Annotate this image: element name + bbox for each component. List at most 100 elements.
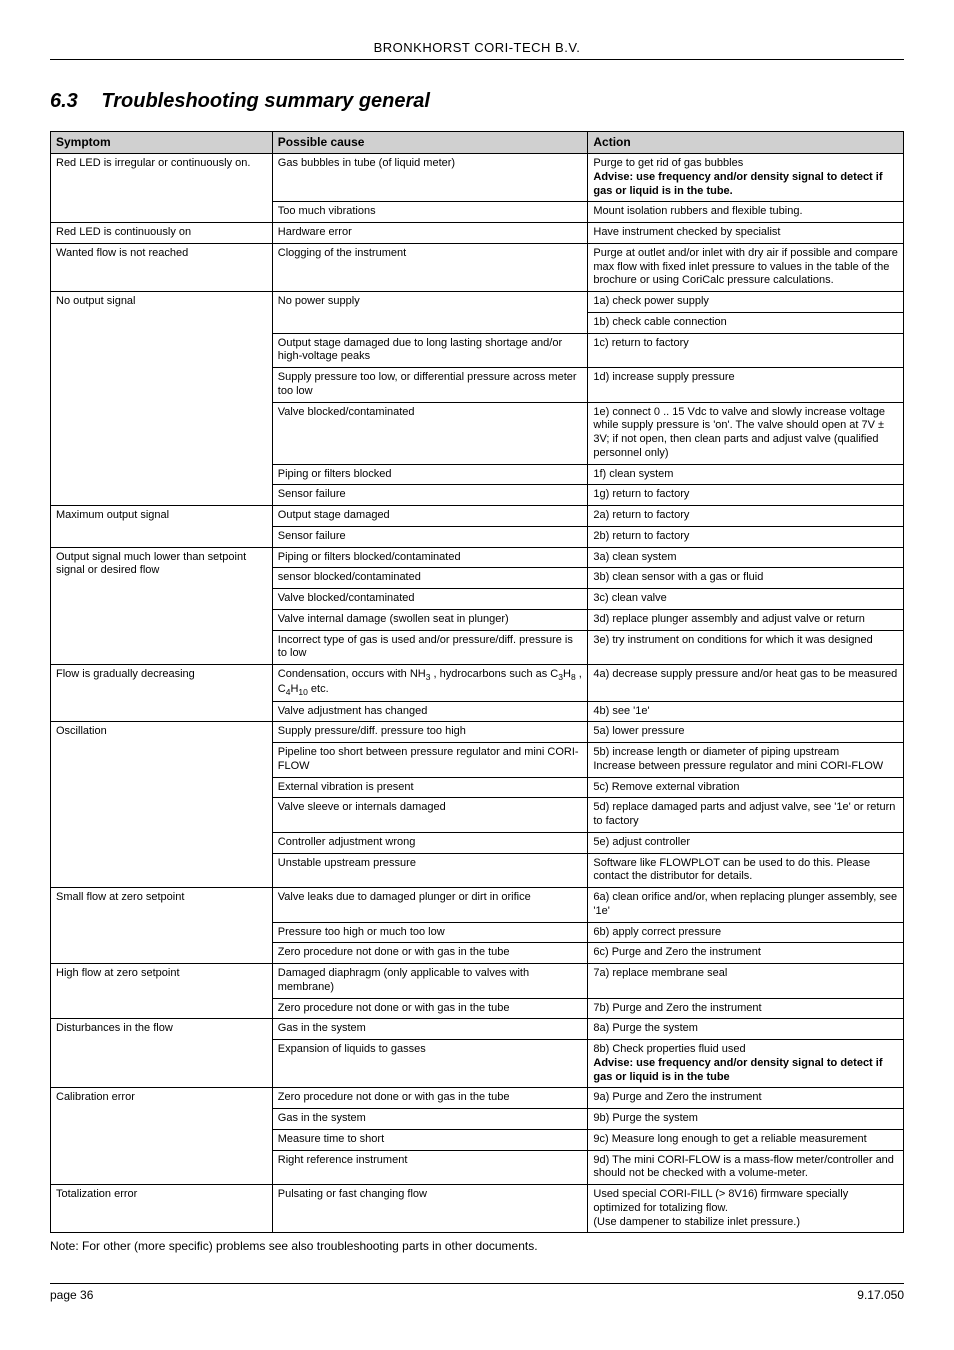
symptom-cell: Red LED is continuously on [51,223,273,244]
action-cell: 1e) connect 0 .. 15 Vdc to valve and slo… [588,402,904,464]
cause-cell: Valve blocked/contaminated [272,402,588,464]
action-cell: 9d) The mini CORI-FLOW is a mass-flow me… [588,1150,904,1185]
symptom-cell: Oscillation [51,722,273,888]
action-cell: Software like FLOWPLOT can be used to do… [588,853,904,888]
cause-cell: Piping or filters blocked/contaminated [272,547,588,568]
cause-cell: Condensation, occurs with NH3 , hydrocar… [272,665,588,702]
action-cell: 5e) adjust controller [588,832,904,853]
table-header-row: Symptom Possible cause Action [51,132,904,154]
cause-cell: sensor blocked/contaminated [272,568,588,589]
cause-cell: Valve leaks due to damaged plunger or di… [272,888,588,923]
section-heading: Troubleshooting summary general [101,90,430,112]
cause-cell: Valve adjustment has changed [272,701,588,722]
action-cell: 3a) clean system [588,547,904,568]
table-row: Output signal much lower than setpoint s… [51,547,904,568]
action-cell: Mount isolation rubbers and flexible tub… [588,202,904,223]
cause-cell: Incorrect type of gas is used and/or pre… [272,630,588,665]
table-row: Calibration errorZero procedure not done… [51,1088,904,1109]
header-rule: BRONKHORST CORI-TECH B.V. [50,40,904,60]
cause-cell: Too much vibrations [272,202,588,223]
action-cell: 3d) replace plunger assembly and adjust … [588,609,904,630]
action-cell: 3c) clean valve [588,589,904,610]
cause-cell: Output stage damaged due to long lasting… [272,333,588,368]
symptom-cell: Wanted flow is not reached [51,243,273,291]
col-symptom: Symptom [51,132,273,154]
symptom-cell: Output signal much lower than setpoint s… [51,547,273,665]
cause-cell: External vibration is present [272,777,588,798]
action-cell: 7a) replace membrane seal [588,964,904,999]
cause-cell: Supply pressure too low, or differential… [272,368,588,403]
troubleshooting-table: Symptom Possible cause Action Red LED is… [50,131,904,1233]
cause-cell: Sensor failure [272,485,588,506]
table-row: Disturbances in the flowGas in the syste… [51,1019,904,1040]
symptom-cell: Flow is gradually decreasing [51,665,273,722]
cause-cell: Valve sleeve or internals damaged [272,798,588,833]
page-footer: page 36 9.17.050 [50,1283,904,1302]
table-row: Maximum output signalOutput stage damage… [51,506,904,527]
footnote: Note: For other (more specific) problems… [50,1239,904,1253]
action-cell: Used special CORI-FILL (> 8V16) firmware… [588,1185,904,1233]
table-row: Flow is gradually decreasingCondensation… [51,665,904,702]
table-row: Small flow at zero setpointValve leaks d… [51,888,904,923]
action-cell: 3e) try instrument on conditions for whi… [588,630,904,665]
action-cell: 4a) decrease supply pressure and/or heat… [588,665,904,702]
section-title: 6.3 Troubleshooting summary general [50,90,904,113]
action-cell: 5b) increase length or diameter of pipin… [588,743,904,778]
col-action: Action [588,132,904,154]
action-cell: 6a) clean orifice and/or, when replacing… [588,888,904,923]
table-row: High flow at zero setpointDamaged diaphr… [51,964,904,999]
action-cell: 7b) Purge and Zero the instrument [588,998,904,1019]
action-cell: 9a) Purge and Zero the instrument [588,1088,904,1109]
action-cell: 6b) apply correct pressure [588,922,904,943]
cause-cell: Pressure too high or much too low [272,922,588,943]
symptom-cell: Red LED is irregular or continuously on. [51,154,273,223]
cause-cell: Gas in the system [272,1109,588,1130]
action-cell: 9b) Purge the system [588,1109,904,1130]
cause-cell: Gas in the system [272,1019,588,1040]
action-cell: 5d) replace damaged parts and adjust val… [588,798,904,833]
cause-cell: Sensor failure [272,526,588,547]
action-cell: Purge to get rid of gas bubblesAdvise: u… [588,154,904,202]
table-body: Red LED is irregular or continuously on.… [51,154,904,1233]
cause-cell: No power supply [272,292,588,334]
action-cell: 2b) return to factory [588,526,904,547]
cause-cell: Gas bubbles in tube (of liquid meter) [272,154,588,202]
action-cell: 8a) Purge the system [588,1019,904,1040]
company-name: BRONKHORST CORI-TECH B.V. [366,40,589,55]
cause-cell: Zero procedure not done or with gas in t… [272,998,588,1019]
cause-cell: Valve blocked/contaminated [272,589,588,610]
cause-cell: Unstable upstream pressure [272,853,588,888]
cause-cell: Pulsating or fast changing flow [272,1185,588,1233]
symptom-cell: Maximum output signal [51,506,273,548]
cause-cell: Damaged diaphragm (only applicable to va… [272,964,588,999]
table-row: No output signalNo power supply1a) check… [51,292,904,313]
symptom-cell: Totalization error [51,1185,273,1233]
action-cell: 2a) return to factory [588,506,904,527]
action-cell: 8b) Check properties fluid usedAdvise: u… [588,1040,904,1088]
action-cell: 1g) return to factory [588,485,904,506]
cause-cell: Controller adjustment wrong [272,832,588,853]
table-row: Red LED is continuously onHardware error… [51,223,904,244]
cause-cell: Zero procedure not done or with gas in t… [272,1088,588,1109]
action-cell: 6c) Purge and Zero the instrument [588,943,904,964]
cause-cell: Valve internal damage (swollen seat in p… [272,609,588,630]
symptom-cell: Calibration error [51,1088,273,1185]
cause-cell: Supply pressure/diff. pressure too high [272,722,588,743]
action-cell: 3b) clean sensor with a gas or fluid [588,568,904,589]
action-cell: Have instrument checked by specialist [588,223,904,244]
action-cell: 5c) Remove external vibration [588,777,904,798]
action-cell: 1b) check cable connection [588,312,904,333]
cause-cell: Piping or filters blocked [272,464,588,485]
cause-cell: Zero procedure not done or with gas in t… [272,943,588,964]
col-cause: Possible cause [272,132,588,154]
action-cell: 1c) return to factory [588,333,904,368]
symptom-cell: No output signal [51,292,273,506]
symptom-cell: High flow at zero setpoint [51,964,273,1019]
cause-cell: Measure time to short [272,1129,588,1150]
table-row: OscillationSupply pressure/diff. pressur… [51,722,904,743]
action-cell: 1d) increase supply pressure [588,368,904,403]
section-number: 6.3 [50,90,78,112]
table-row: Totalization errorPulsating or fast chan… [51,1185,904,1233]
symptom-cell: Small flow at zero setpoint [51,888,273,964]
cause-cell: Pipeline too short between pressure regu… [272,743,588,778]
